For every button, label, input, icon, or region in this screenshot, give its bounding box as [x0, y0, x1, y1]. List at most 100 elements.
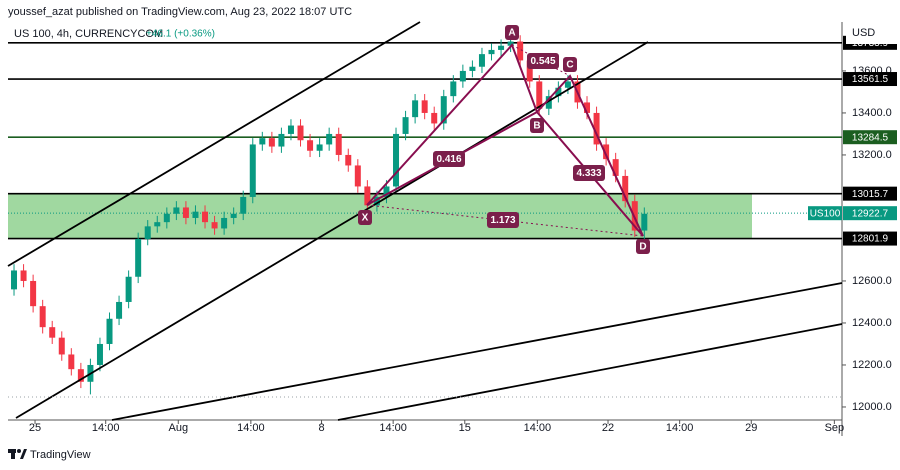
change: +46.1 (+0.36%)	[146, 29, 215, 40]
candle-body	[545, 96, 552, 109]
logo-mark	[17, 449, 21, 453]
candle-body	[478, 54, 485, 67]
candle-body	[77, 369, 84, 382]
level-layer	[8, 42, 842, 240]
pattern-ratio-line	[511, 44, 571, 77]
footer-brand: TradingView	[30, 449, 91, 461]
candle-body	[116, 301, 123, 319]
x-tick-label: 14:00	[379, 422, 407, 434]
candle-body	[58, 337, 65, 355]
candle-body	[49, 327, 56, 338]
candle-body	[431, 112, 438, 124]
candle-body	[498, 45, 505, 50]
harmonic-pattern: 0.545 0.416 4.333 1.173 X A B C D	[358, 25, 650, 254]
candle-body	[68, 354, 75, 370]
x-tick-label: 25	[29, 422, 41, 434]
point-label: A	[508, 28, 515, 39]
point-box	[505, 25, 519, 40]
x-tick-label: Aug	[168, 422, 188, 434]
level-label: 13561.5	[852, 74, 889, 85]
level-label-box	[843, 130, 897, 145]
logo-mark	[11, 449, 15, 459]
candle-body	[182, 207, 189, 218]
level-label: 12801.9	[852, 234, 889, 245]
symbol: US 100, 4h, CURRENCYCOM	[14, 28, 163, 40]
trend-line	[111, 282, 843, 421]
candle-body	[593, 112, 600, 145]
ratio-label: 0.416	[436, 154, 461, 165]
level-label-box	[843, 186, 897, 201]
publisher: youssef_azat published on TradingView.co…	[8, 6, 352, 18]
candle-body	[202, 211, 209, 223]
candle-body	[450, 81, 457, 97]
candle-body	[240, 196, 247, 214]
candle-body	[526, 60, 533, 82]
candle-body	[517, 41, 524, 61]
candle-layer	[11, 35, 648, 395]
candle-body	[307, 140, 314, 151]
point-box	[636, 239, 650, 254]
x-tick-label: 14:00	[524, 422, 552, 434]
candle-body	[192, 211, 199, 218]
level-label: 13015.7	[852, 189, 889, 200]
current-price-box	[843, 206, 897, 221]
candle-body	[125, 276, 132, 302]
pattern-ratio-line	[366, 204, 644, 237]
candle-body	[373, 196, 380, 206]
candle-body	[603, 144, 610, 160]
candle-body	[259, 138, 266, 145]
trend-line	[337, 323, 843, 421]
candle-body	[383, 186, 390, 197]
currency: USD	[852, 27, 875, 39]
y-tick-label: 12000.0	[852, 401, 892, 413]
candle-body	[144, 226, 151, 239]
candle-body	[268, 138, 275, 147]
candle-body	[507, 41, 514, 46]
symbol-label-box	[808, 206, 842, 221]
x-tick-label: 15	[459, 422, 471, 434]
logo: TradingView	[8, 449, 91, 461]
point-box	[358, 210, 372, 225]
candle-body	[459, 70, 466, 82]
candle-body	[154, 222, 161, 227]
ratio-box	[573, 165, 605, 181]
point-label: X	[362, 213, 369, 224]
candle-body	[163, 213, 170, 223]
x-tick-label: 14:00	[237, 422, 265, 434]
candle-body	[326, 133, 333, 145]
point-box	[563, 57, 577, 72]
x-tick-label: 8	[318, 422, 324, 434]
candle-body	[39, 306, 46, 328]
candle-body	[354, 165, 361, 187]
candle-body	[536, 81, 543, 109]
candle-body	[622, 175, 629, 202]
candle-body	[11, 270, 18, 290]
y-tick-label: 13400.0	[852, 107, 892, 119]
candle-body	[96, 343, 103, 365]
y-tick-label: 12600.0	[852, 275, 892, 287]
candle-body	[584, 102, 591, 113]
logo-mark	[20, 449, 27, 459]
legend-bg	[9, 26, 214, 42]
x-tick-label: 29	[745, 422, 757, 434]
candle-body	[421, 100, 428, 113]
ratio-box	[527, 53, 559, 69]
candle-body	[335, 133, 342, 155]
candle-body	[211, 222, 218, 229]
currency-bg	[846, 24, 898, 44]
candle-body	[345, 154, 352, 166]
candle-body	[287, 125, 294, 134]
candle-body	[402, 117, 409, 134]
x-tick-label: Sep	[825, 422, 845, 434]
ratio-box	[487, 212, 519, 228]
candle-body	[469, 66, 476, 71]
x-tick-label: 14:00	[666, 422, 694, 434]
candle-body	[30, 280, 37, 307]
candle-body	[364, 186, 371, 206]
candle-body	[612, 159, 619, 176]
point-box	[530, 118, 544, 133]
ratio-label: 4.333	[576, 168, 601, 179]
y-tick-label: 12200.0	[852, 359, 892, 371]
candle-body	[297, 125, 304, 141]
